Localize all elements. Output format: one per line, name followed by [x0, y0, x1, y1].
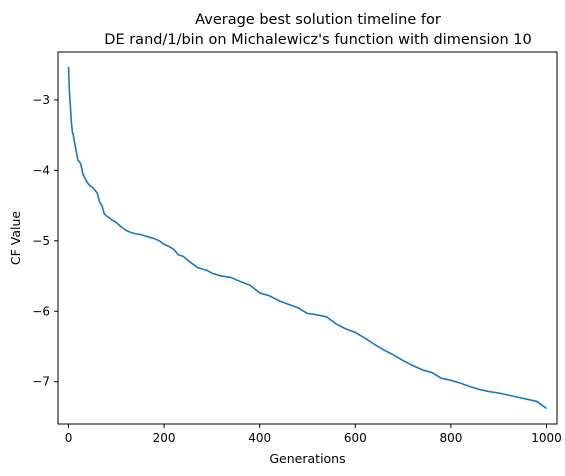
x-tick-label: 400	[248, 431, 271, 445]
x-tick-label: 1000	[531, 431, 562, 445]
series-line-0	[69, 67, 547, 409]
y-tick-label: −6	[32, 304, 50, 318]
x-tick-label: 0	[65, 431, 73, 445]
chart-title-line-2: DE rand/1/bin on Michalewicz's function …	[104, 32, 531, 48]
tick-layer: 0 200 400 600 800 1000 −3 −4 −5 −6 −7	[32, 93, 561, 445]
y-tick-label: −5	[32, 234, 50, 248]
y-tick-label: −7	[32, 375, 50, 389]
x-tick-label: 600	[344, 431, 367, 445]
x-tick-label: 200	[153, 431, 176, 445]
series-layer	[69, 67, 547, 409]
chart-title-line-1: Average best solution timeline for	[195, 12, 441, 28]
y-axis-label: CF Value	[8, 211, 23, 266]
x-axis-label: Generations	[269, 451, 345, 466]
y-tick-label: −3	[32, 93, 50, 107]
plot-frame	[58, 52, 557, 424]
x-tick-label: 800	[439, 431, 462, 445]
y-tick-label: −4	[32, 163, 50, 177]
